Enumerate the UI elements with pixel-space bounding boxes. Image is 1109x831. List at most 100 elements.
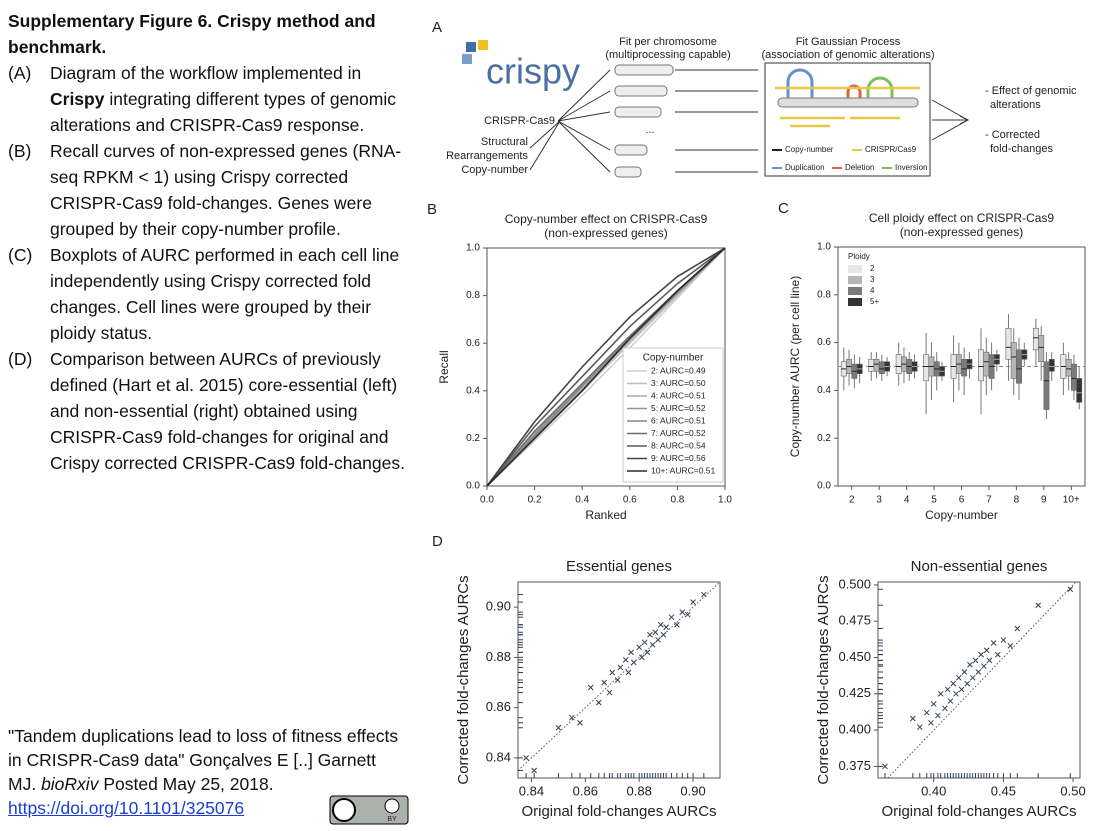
- box: [1076, 378, 1083, 403]
- x-tick-label: 6: [959, 495, 965, 506]
- legend-swatch: [848, 287, 862, 295]
- x-tick-label: 0.84: [519, 783, 544, 798]
- point: [975, 669, 982, 675]
- doi-link[interactable]: https://doi.org/10.1101/325076: [8, 798, 245, 818]
- y-tick-label: 0.88: [486, 649, 511, 664]
- point: [947, 698, 954, 704]
- point: [577, 719, 583, 726]
- item-text: Comparison between AURCs of previously d…: [50, 349, 405, 473]
- item-text: Diagram of the workflow implemented in C…: [50, 60, 413, 138]
- point: [628, 649, 634, 656]
- point: [986, 657, 993, 664]
- chart-title: Copy-number effect on CRISPR-Cas9: [505, 212, 708, 226]
- point: [641, 639, 648, 646]
- point: [622, 657, 629, 663]
- y-tick-label: 0.84: [486, 749, 511, 764]
- x-tick-label: 0.6: [623, 495, 637, 506]
- caption-item: (B) Recall curves of non-expressed genes …: [8, 138, 413, 242]
- point: [609, 669, 616, 676]
- recall-line: [486, 247, 726, 487]
- x-tick-label: 0.40: [921, 783, 946, 798]
- chart: Cell ploidy effect on CRISPR-Cas9(non-ex…: [778, 200, 1086, 522]
- point: [679, 609, 686, 616]
- x-tick-label: 0.8: [670, 495, 684, 506]
- box: [868, 359, 875, 372]
- point: [964, 680, 971, 687]
- crispr-lines: [775, 86, 920, 128]
- point: [657, 621, 664, 628]
- x-tick-label: 10+: [1063, 495, 1080, 506]
- point: [652, 629, 659, 636]
- legend-label: 6: AURC=0.51: [651, 415, 706, 425]
- legend-label: 4: AURC=0.51: [651, 390, 706, 400]
- y-tick-label: 0.6: [817, 337, 831, 348]
- box: [873, 359, 880, 372]
- point: [555, 724, 562, 731]
- chart-title: Non-essential genes: [911, 558, 1048, 575]
- box: [1005, 327, 1012, 360]
- logo-block: [478, 40, 488, 50]
- point: [531, 767, 538, 774]
- item-text: Recall curves of non-expressed genes (RN…: [50, 141, 402, 239]
- point: [601, 679, 608, 686]
- y-tick-label: 0.8: [817, 289, 831, 300]
- box: [1016, 349, 1022, 384]
- point: [944, 686, 951, 693]
- step-subtitle: (multiprocessing capable): [605, 49, 730, 61]
- step-title: Fit per chromosome: [619, 36, 717, 48]
- point: [994, 651, 1001, 658]
- point: [636, 644, 643, 651]
- point: [684, 611, 691, 618]
- x-axis-label: Original fold-changes AURCs: [521, 803, 716, 820]
- point: [660, 631, 667, 638]
- x-tick-label: 0.88: [627, 783, 652, 798]
- point: [950, 680, 957, 687]
- legend-label: 7: AURC=0.52: [651, 428, 706, 438]
- y-tick-label: 0.425: [838, 685, 871, 700]
- y-tick-label: 0.450: [838, 649, 871, 664]
- citation: "Tandem duplications lead to loss of fit…: [8, 724, 408, 820]
- input-label: Copy-number: [461, 164, 528, 176]
- point: [587, 684, 594, 691]
- legend-title: Copy-number: [643, 353, 704, 364]
- chart-title: Cell ploidy effect on CRISPR-Cas9: [869, 211, 1055, 225]
- x-tick-label: 8: [1014, 495, 1020, 506]
- point: [942, 705, 948, 712]
- x-axis-label: Original fold-changes AURCs: [881, 803, 1076, 820]
- box: [895, 354, 902, 374]
- legend-label: CRISPR/Cas9: [865, 145, 917, 154]
- legend-label: 5: AURC=0.52: [651, 403, 706, 413]
- cc-circle: [332, 798, 356, 822]
- x-tick-label: 1.0: [718, 495, 732, 506]
- point: [625, 669, 632, 676]
- y-axis-label: Corrected fold-changes AURCs: [455, 575, 472, 784]
- point: [953, 690, 959, 697]
- text: Diagram of the workflow implemented in: [50, 63, 362, 83]
- legend-label: 8: AURC=0.54: [651, 440, 706, 450]
- box: [1048, 359, 1055, 372]
- bold-text: Crispy: [50, 89, 105, 109]
- duplication-arc: [786, 68, 814, 98]
- panel-label: B: [427, 201, 437, 218]
- point: [935, 712, 941, 719]
- legend-label: Deletion: [845, 163, 874, 172]
- y-tick-label: 1.0: [817, 242, 831, 253]
- y-tick-label: 0.4: [466, 385, 480, 396]
- recall-line: [486, 247, 726, 487]
- legend-label: 10+: AURC=0.51: [651, 465, 716, 475]
- citation-text: "Tandem duplications lead to loss of fit…: [8, 726, 399, 794]
- point: [967, 661, 973, 668]
- legend-label: Copy-number: [785, 145, 834, 154]
- y-tick-label: 0.2: [817, 433, 831, 444]
- output-label: alterations: [990, 99, 1041, 111]
- chart-subtitle: (non-expressed genes): [900, 225, 1023, 239]
- point: [647, 631, 653, 638]
- journal: bioRxiv: [41, 774, 99, 794]
- point: [639, 654, 645, 661]
- item-label: (D): [8, 349, 33, 369]
- input-label: Structural: [481, 136, 528, 148]
- box: [983, 351, 990, 377]
- identity-line: [887, 581, 1077, 779]
- point: [1035, 602, 1042, 609]
- point: [978, 651, 984, 658]
